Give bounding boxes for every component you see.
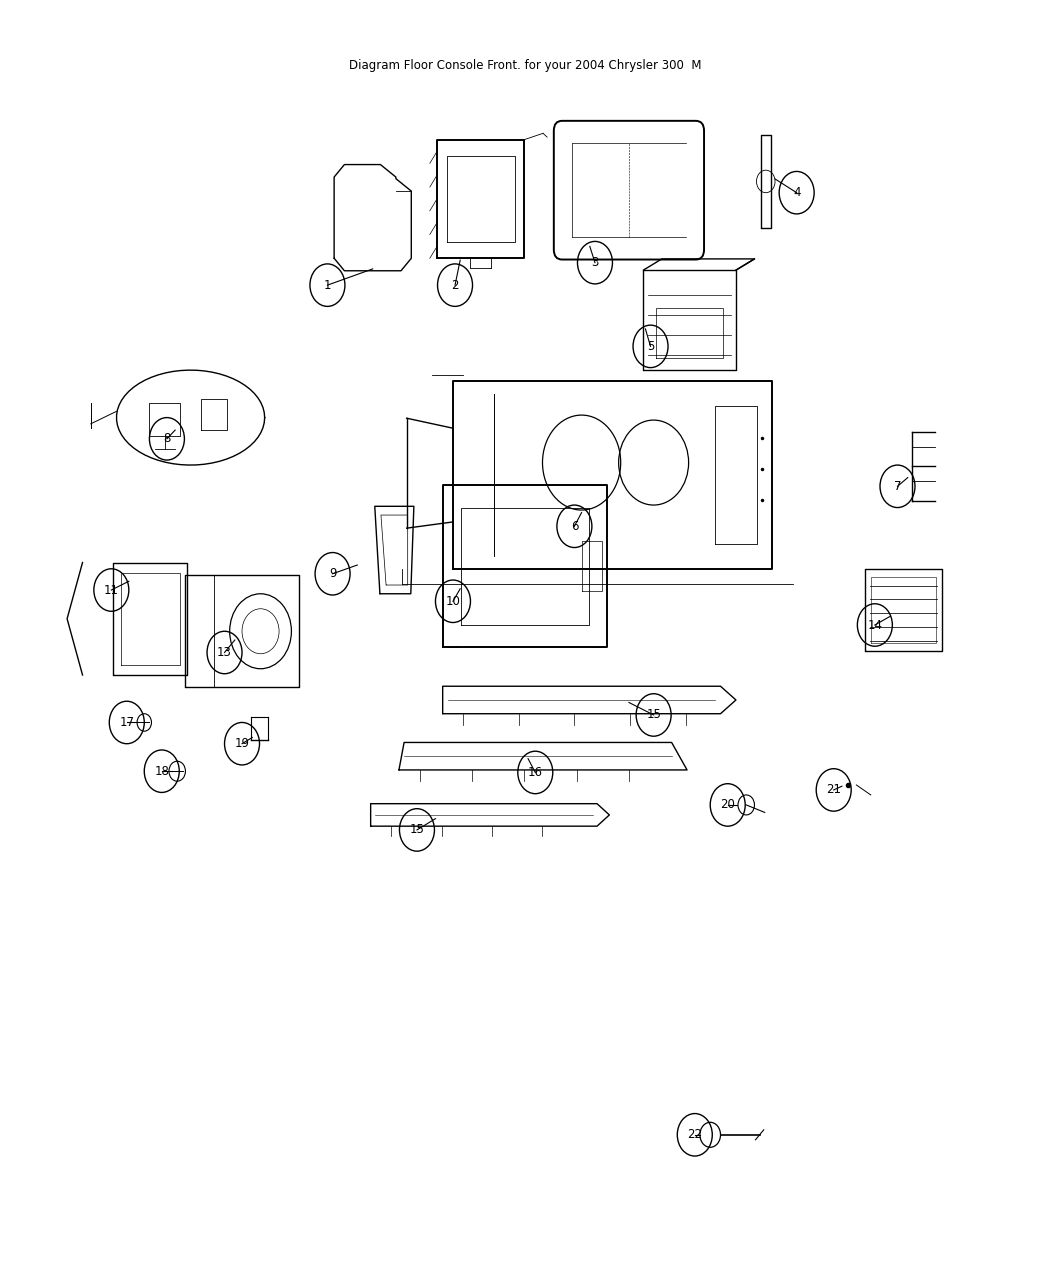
Text: 19: 19 — [234, 737, 250, 750]
Text: Diagram Floor Console Front. for your 2004 Chrysler 300  M: Diagram Floor Console Front. for your 20… — [349, 59, 701, 71]
Text: 9: 9 — [329, 567, 336, 580]
Text: 15: 15 — [410, 824, 424, 836]
Text: 22: 22 — [688, 1128, 702, 1141]
Text: 18: 18 — [154, 765, 169, 778]
Text: 6: 6 — [570, 520, 579, 533]
Text: 7: 7 — [894, 479, 901, 493]
Text: 3: 3 — [591, 256, 598, 269]
Text: 14: 14 — [867, 618, 882, 631]
Text: 11: 11 — [104, 584, 119, 597]
Text: 13: 13 — [217, 646, 232, 659]
Text: 4: 4 — [793, 186, 800, 199]
Text: 2: 2 — [452, 279, 459, 292]
Text: 21: 21 — [826, 783, 841, 797]
Text: 8: 8 — [163, 432, 170, 445]
Text: 1: 1 — [323, 279, 331, 292]
Text: 15: 15 — [646, 709, 662, 722]
Text: 16: 16 — [528, 766, 543, 779]
Text: 17: 17 — [120, 717, 134, 729]
Text: 5: 5 — [647, 340, 654, 353]
Text: 20: 20 — [720, 798, 735, 811]
Text: 10: 10 — [445, 594, 460, 608]
